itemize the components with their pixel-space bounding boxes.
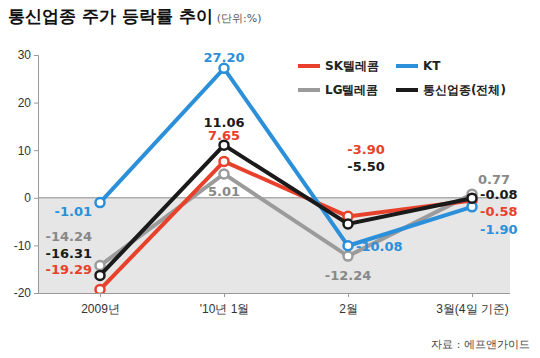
- chart-svg: -20 -10 0 10 20 30 2009년 '10년 1월 2월 3월(4일 기준) -19.…: [0, 0, 540, 358]
- y-tick-mark: [34, 55, 38, 56]
- y-tick: 30: [18, 48, 38, 62]
- data-label: 7.65: [208, 128, 240, 143]
- y-axis: -20 -10 0 10 20 30: [14, 48, 39, 300]
- data-label: -12.24: [325, 268, 372, 283]
- data-labels: -19.29 7.65 -3.90 -0.58 -1.01 27.20 -10.08 -1.9…: [45, 50, 517, 283]
- y-tick: 0: [24, 191, 38, 205]
- plot-marks: [96, 64, 477, 293]
- legend-swatch: [396, 88, 418, 92]
- series-point: [468, 194, 477, 203]
- y-axis-line: [34, 56, 39, 294]
- data-label: -3.90: [347, 142, 384, 157]
- x-tick: 2월: [339, 293, 358, 316]
- title: 통신업종 주가 등락률 추이: [8, 6, 213, 26]
- x-tick: 2009년: [81, 293, 120, 316]
- data-label: 0.77: [478, 172, 510, 187]
- series-point: [96, 285, 105, 293]
- legend-label: 통신업종(전체): [423, 83, 506, 97]
- legend-label: KT: [423, 59, 441, 73]
- series-line: [100, 145, 472, 275]
- zero-line: [38, 197, 510, 198]
- x-tick-label: 2009년: [81, 302, 120, 316]
- source-note: 자료 : 에프앤가이드: [431, 338, 530, 351]
- x-tick-label: 2월: [339, 302, 358, 316]
- legend-entry: KT: [396, 59, 441, 73]
- x-tick-mark: [472, 293, 473, 297]
- x-tick-label: 3월(4일 기준): [436, 302, 509, 316]
- data-label: 27.20: [203, 50, 244, 65]
- x-tick: 3월(4일 기준): [436, 293, 509, 316]
- series-point: [220, 64, 229, 73]
- x-tick-mark: [100, 293, 101, 297]
- chart-root: -20 -10 0 10 20 30 2009년 '10년 1월 2월 3월(4일 기준) -19.…: [0, 0, 540, 358]
- y-tick: 10: [18, 144, 38, 158]
- x-tick-label: '10년 1월: [200, 302, 250, 316]
- data-label: -19.29: [45, 262, 92, 277]
- data-label: -0.08: [480, 187, 517, 202]
- series-point: [96, 198, 105, 207]
- series-point: [220, 169, 229, 178]
- y-tick-label: 30: [18, 48, 32, 62]
- y-tick-mark: [34, 198, 38, 199]
- x-tick-mark: [224, 293, 225, 297]
- y-tick: 20: [18, 96, 38, 110]
- y-tick: -20: [14, 286, 38, 300]
- y-tick-label: 0: [24, 191, 31, 205]
- data-label: -0.58: [480, 204, 517, 219]
- x-axis-line: [38, 293, 510, 294]
- series-point: [344, 252, 353, 261]
- y-tick-label: 20: [18, 96, 32, 110]
- legend-label: SK텔레콤: [325, 59, 379, 73]
- data-label: -14.24: [45, 229, 92, 244]
- series-point: [344, 241, 353, 250]
- series-point: [220, 157, 229, 166]
- x-tick-mark: [348, 293, 349, 297]
- y-tick-label: -20: [14, 286, 32, 300]
- subtitle: (단위:%): [217, 12, 262, 25]
- series-point: [344, 219, 353, 228]
- data-label: 11.06: [203, 115, 244, 130]
- legend-entry: SK텔레콤: [298, 59, 379, 73]
- legend-entry: 통신업종(전체): [396, 83, 506, 97]
- legend-label: LG텔레콤: [325, 83, 379, 97]
- data-label: -1.01: [55, 204, 92, 219]
- data-label: -5.50: [347, 159, 384, 174]
- y-tick-mark: [34, 150, 38, 151]
- legend-swatch: [298, 88, 320, 92]
- legend-swatch: [298, 64, 320, 68]
- legend-swatch: [396, 64, 418, 68]
- legend: SK텔레콤 KT LG텔레콤 통신업종(전체): [298, 59, 506, 97]
- y-tick-mark: [34, 245, 38, 246]
- y-tick-label: -10: [14, 239, 32, 253]
- series-point: [96, 271, 105, 280]
- y-tick: -10: [14, 239, 38, 253]
- data-label: -16.31: [45, 246, 92, 261]
- x-axis: 2009년 '10년 1월 2월 3월(4일 기준): [38, 293, 510, 316]
- data-label: -1.90: [480, 222, 517, 237]
- data-label: -10.08: [356, 239, 403, 254]
- legend-entry: LG텔레콤: [298, 83, 379, 97]
- series-point: [96, 261, 105, 270]
- x-tick: '10년 1월: [200, 293, 250, 316]
- y-tick-mark: [34, 103, 38, 104]
- y-tick-label: 10: [18, 144, 32, 158]
- y-tick-mark: [34, 293, 38, 294]
- data-label: 5.01: [208, 184, 240, 199]
